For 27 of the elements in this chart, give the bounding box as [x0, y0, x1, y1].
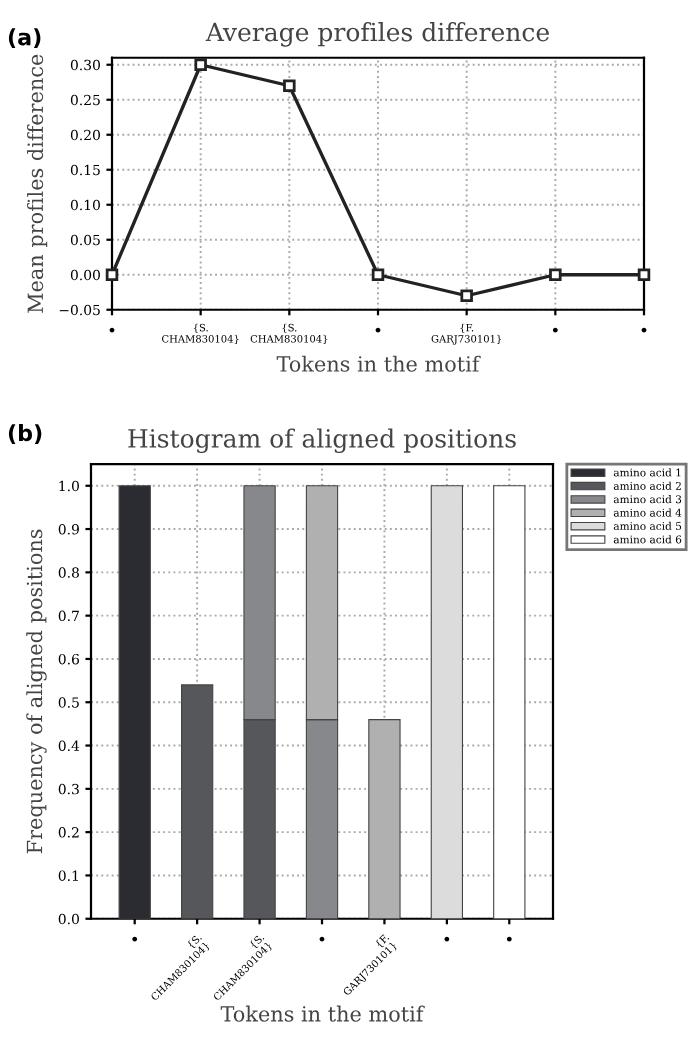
point — [105, 268, 119, 281]
point — [637, 268, 651, 281]
point — [460, 289, 473, 302]
text: (a) — [8, 28, 41, 49]
bar — [430, 485, 464, 919]
bar — [493, 485, 526, 919]
x-tick-label: • — [109, 327, 115, 333]
point — [549, 268, 562, 281]
chart-title: Histogram of aligned positions — [128, 428, 516, 453]
point — [194, 58, 207, 71]
text: (b) — [8, 424, 42, 444]
point — [371, 268, 385, 281]
x-tick-label: • — [506, 936, 512, 942]
bar — [118, 485, 151, 919]
chart-title: Average profiles difference — [205, 22, 549, 47]
y-axis-title: Mean profiles difference — [27, 54, 48, 313]
x-axis-title: Tokens in the motif — [220, 1005, 425, 1022]
x-tick-label: • — [552, 327, 558, 333]
x-tick-label: • — [319, 936, 325, 942]
point — [283, 79, 296, 92]
y-axis-title: Frequency of aligned positions — [26, 529, 47, 854]
x-axis-title: Tokens in the motif — [276, 355, 481, 372]
x-tick-label: • — [132, 936, 138, 942]
x-tick-label: • — [641, 327, 647, 333]
x-tick-label: • — [375, 327, 381, 333]
bar — [180, 684, 214, 919]
x-tick-label: • — [444, 936, 450, 942]
